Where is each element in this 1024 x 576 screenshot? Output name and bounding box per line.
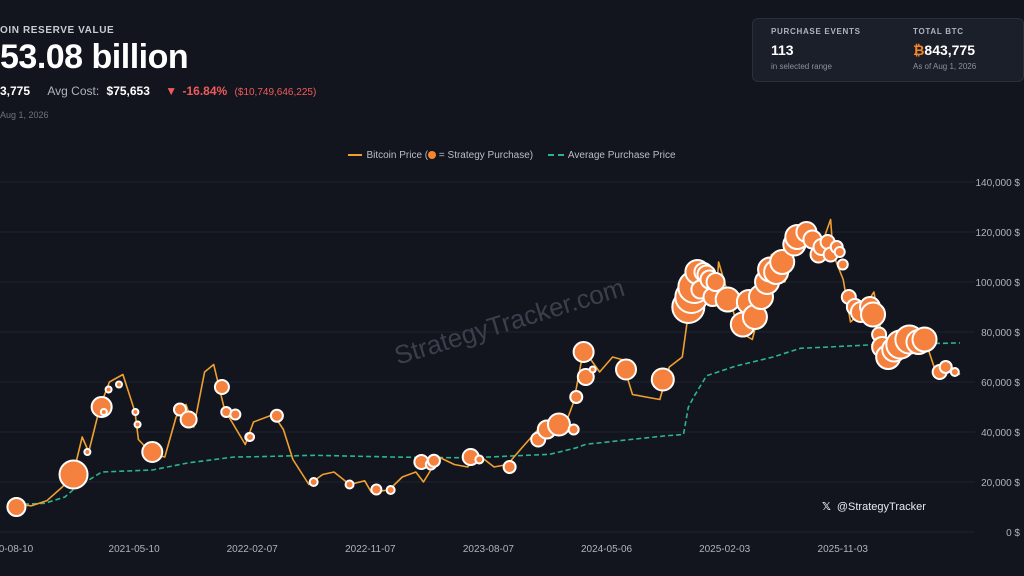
y-tick-label: 0 $ (1006, 528, 1020, 539)
purchase-bubble (572, 341, 595, 363)
avg-cost-value: $75,653 (106, 84, 150, 98)
purchase-bubble (131, 408, 140, 416)
x-tick-label: 2024-05-06 (581, 544, 633, 555)
summary-card: PURCHASE EVENTS 113 in selected range TO… (752, 18, 1024, 82)
y-tick-label: 20,000 $ (981, 478, 1020, 489)
purchase-bubble (58, 459, 89, 490)
purchase-bubble (836, 258, 849, 271)
legend-avg-label: Average Purchase Price (567, 150, 676, 161)
purchase-bubble (860, 301, 887, 328)
purchase-bubble (6, 497, 27, 517)
bitcoin-icon: ₿ (913, 42, 925, 58)
purchase-bubble (911, 326, 938, 353)
change-percent: -16.84% (182, 84, 228, 98)
x-tick-label: 2025-02-03 (699, 544, 751, 555)
purchase-bubble (141, 441, 164, 463)
purchase-bubble (99, 408, 108, 416)
legend-price-swatch (348, 154, 363, 157)
y-tick-label: 40,000 $ (981, 428, 1020, 439)
purchase-bubble (567, 423, 580, 436)
average-purchase-price-line (15, 342, 961, 506)
x-axis: 0-08-10 2021-05-10 2022-02-07 2022-11-07 202… (0, 544, 868, 555)
legend-avg-swatch (547, 154, 564, 157)
purchase-bubble (588, 365, 597, 374)
y-tick-label: 100,000 $ (976, 278, 1021, 289)
purchase-events-sub: in selected range (771, 62, 832, 71)
x-tick-label: 2021-05-10 (109, 544, 161, 555)
total-btc-row: ₿843,775 (913, 42, 976, 58)
y-tick-label: 120,000 $ (976, 228, 1021, 239)
x-tick-label: 2023-08-07 (463, 544, 515, 555)
grid (0, 181, 975, 533)
y-tick-label: 60,000 $ (981, 378, 1020, 389)
social-handle-text: @StrategyTracker (836, 501, 926, 513)
purchase-bubble (308, 477, 319, 487)
purchase-bubble (769, 249, 796, 275)
as-of-date: Aug 1, 2026 (0, 110, 49, 120)
legend-price[interactable]: Bitcoin Price ( = Strategy Purchase) (348, 150, 533, 161)
purchase-events-value: 113 (771, 42, 794, 58)
x-logo-icon: 𝕏 (822, 501, 831, 513)
purchase-bubble (949, 367, 960, 377)
total-btc-label: TOTAL BTC (913, 27, 964, 36)
purchase-bubble (474, 454, 485, 465)
purchase-bubble (213, 379, 230, 395)
purchase-bubble (576, 368, 595, 386)
purchase-bubble (938, 360, 953, 374)
purchase-bubble (650, 367, 675, 392)
x-tick-label: 2022-11-07 (345, 544, 396, 555)
purchase-bubble (344, 479, 355, 490)
legend-avg[interactable]: Average Purchase Price (547, 150, 676, 161)
avg-cost-label: Avg Cost: (47, 84, 100, 98)
purchase-bubble (714, 286, 741, 313)
purchase-bubble (114, 380, 123, 389)
reserve-value-label: OIN RESERVE VALUE (0, 25, 115, 36)
y-axis: 0 $ 20,000 $ 40,000 $ 60,000 $ 80,000 $ 100,0… (976, 178, 1021, 539)
legend-price-label: Bitcoin Price ( (366, 150, 429, 161)
stats-row: 3,775 Avg Cost: $75,653 ▼ -16.84% ($10,7… (0, 84, 316, 98)
purchase-bubble (615, 358, 638, 381)
purchase-events-label: PURCHASE EVENTS (771, 27, 861, 36)
y-tick-label: 140,000 $ (976, 178, 1021, 189)
x-tick-label: 2022-02-07 (227, 544, 279, 555)
x-tick-label: 2025-11-03 (818, 544, 869, 555)
legend-price-label-end: = Strategy Purchase) (438, 150, 534, 161)
x-tick-label: 0-08-10 (0, 544, 34, 555)
purchase-bubble (269, 408, 284, 423)
purchase-bubble (569, 390, 584, 404)
y-tick-label: 80,000 $ (981, 328, 1020, 339)
change-absolute: ($10,749,646,225) (234, 87, 317, 98)
purchase-bubble (502, 460, 517, 474)
purchase-bubble (229, 408, 242, 421)
purchase-events-block: PURCHASE EVENTS 113 in selected range (771, 27, 861, 71)
purchase-bubble (245, 432, 256, 442)
purchase-bubble (546, 412, 571, 437)
purchase-bubble (83, 448, 92, 456)
legend: Bitcoin Price ( = Strategy Purchase) Ave… (0, 150, 1024, 161)
total-btc-sub: As of Aug 1, 2026 (913, 62, 977, 71)
purchase-bubble (104, 385, 113, 394)
social-handle[interactable]: 𝕏 @StrategyTracker (822, 500, 926, 513)
total-btc-block: TOTAL BTC ₿843,775 As of Aug 1, 2026 (913, 27, 976, 71)
purchase-bubble (370, 483, 383, 496)
total-btc-value: 843,775 (924, 42, 976, 58)
btc-holdings: 3,775 (0, 84, 31, 98)
purchase-bubble (133, 420, 142, 429)
purchase-bubble (385, 485, 396, 495)
purchase-bubble (426, 453, 441, 468)
down-triangle-icon: ▼ (165, 84, 178, 98)
purchase-dot-icon (428, 151, 437, 159)
purchase-bubble (179, 410, 198, 429)
purchase-bubbles (6, 221, 960, 517)
reserve-value: 53.08 billion (0, 38, 189, 76)
purchase-bubble (705, 272, 726, 292)
purchase-bubble (833, 246, 846, 258)
